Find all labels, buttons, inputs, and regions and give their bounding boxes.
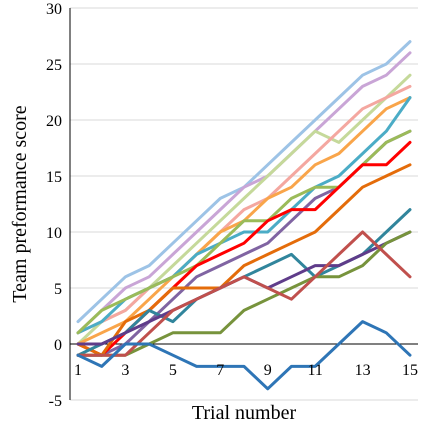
- series-line-2: [76, 51, 412, 335]
- series-line-14: [76, 230, 412, 357]
- series-line-13: [76, 230, 412, 357]
- series-line-15: [76, 320, 412, 391]
- gridlines: [70, 7, 418, 401]
- series-lines: [76, 40, 412, 391]
- x-tick-label: 7: [216, 362, 224, 379]
- x-tick-label: 11: [307, 362, 322, 379]
- y-tick-label: -5: [49, 393, 62, 410]
- series-line-4: [76, 84, 412, 335]
- x-tick-label: 5: [169, 362, 177, 379]
- axes: [69, 8, 418, 400]
- series-line-10: [76, 163, 412, 357]
- x-tick-label: 13: [355, 362, 371, 379]
- y-tick-label: 15: [46, 169, 62, 186]
- y-tick-label: 0: [54, 337, 62, 354]
- y-axis-title: Team preformance score: [9, 105, 31, 302]
- x-axis-title: Trial number: [192, 402, 297, 424]
- y-tick-label: 25: [46, 57, 62, 74]
- x-tick-label: 3: [121, 362, 129, 379]
- y-tick-label: 20: [46, 113, 62, 130]
- y-tick-label: 10: [46, 225, 62, 242]
- series-line-1: [76, 40, 412, 324]
- x-tick-label: 9: [264, 362, 272, 379]
- x-tick-label: 1: [74, 362, 82, 379]
- y-tick-label: 5: [54, 281, 62, 298]
- y-tick-label: 30: [46, 1, 62, 18]
- x-tick-label: 15: [402, 362, 418, 379]
